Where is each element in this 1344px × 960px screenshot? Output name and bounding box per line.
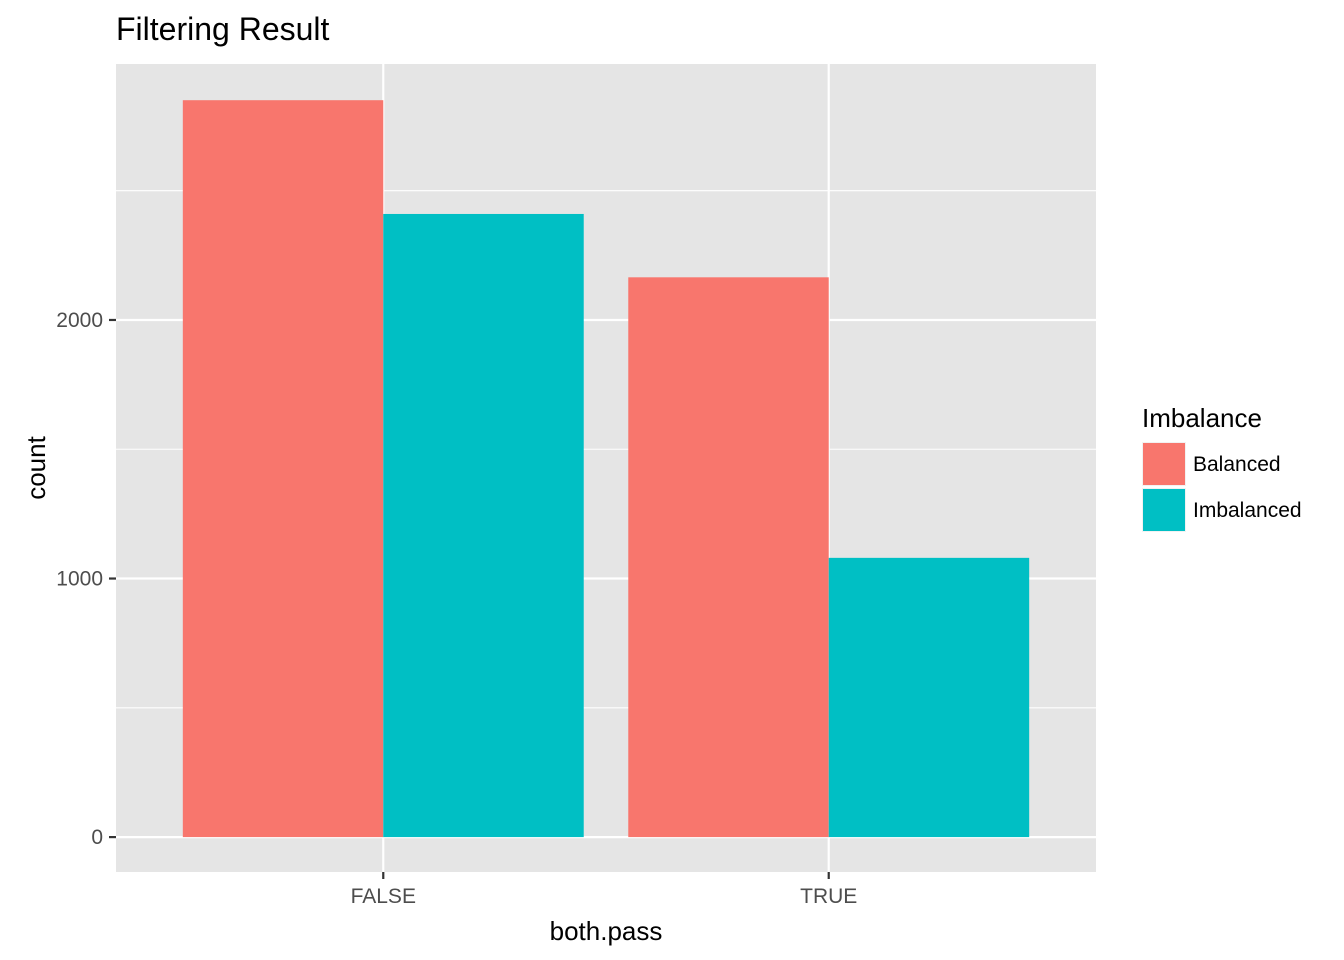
bar-balanced-true	[628, 277, 829, 838]
bars	[182, 100, 1030, 838]
x-tick-label: FALSE	[351, 885, 416, 908]
legend-swatch-imbalanced	[1143, 489, 1185, 531]
y-tick-label: 0	[91, 826, 103, 849]
axes: 0 1000 2000 FALSE TRUE	[56, 309, 857, 908]
legend: Imbalance Balanced Imbalanced	[1142, 403, 1302, 532]
bar-balanced-false	[182, 100, 384, 838]
bar-imbalanced-true	[828, 557, 1030, 838]
legend-swatch-balanced	[1143, 443, 1185, 485]
y-tick-label: 1000	[56, 568, 103, 591]
chart-title: Filtering Result	[116, 11, 330, 47]
y-tick-label: 2000	[56, 309, 103, 332]
legend-items: Balanced Imbalanced	[1142, 442, 1302, 532]
x-axis-title: both.pass	[550, 916, 663, 946]
y-axis-title: count	[21, 435, 51, 499]
legend-label-imbalanced: Imbalanced	[1193, 499, 1302, 522]
bar-imbalanced-false	[383, 213, 584, 838]
legend-title: Imbalance	[1142, 403, 1262, 433]
legend-label-balanced: Balanced	[1193, 453, 1281, 476]
x-tick-label: TRUE	[800, 885, 857, 908]
